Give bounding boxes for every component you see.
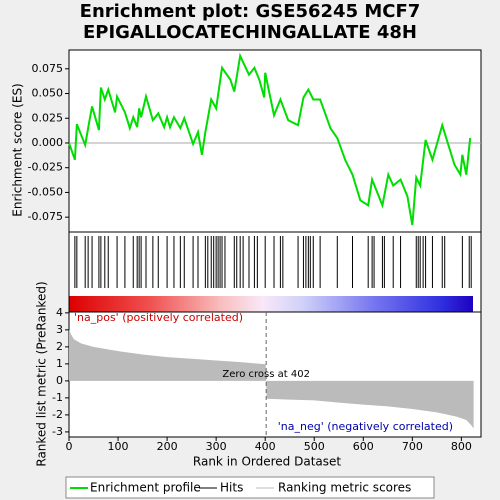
x-tick-label: 700 xyxy=(402,440,423,453)
zero-cross-label: Zero cross at 402 xyxy=(222,369,310,380)
x-tick-label: 600 xyxy=(353,440,374,453)
y-tick-label: -0.075 xyxy=(28,210,63,223)
pos-label: 'na_pos' (positively correlated) xyxy=(74,311,243,324)
y-tick-label: -2 xyxy=(52,408,63,421)
y-tick-label: 2 xyxy=(56,340,63,353)
y-tick-label: 0.000 xyxy=(32,136,64,149)
title-line: Enrichment plot: GSE56245 MCF7 xyxy=(80,1,421,22)
y-tick-label: 0.050 xyxy=(32,87,64,100)
y-tick-label: 4 xyxy=(56,306,63,319)
x-tick-label: 400 xyxy=(255,440,276,453)
y-tick-label: 3 xyxy=(56,323,63,336)
x-tick-label: 800 xyxy=(451,440,472,453)
y-axis-label: Ranked list metric (PreRanked) xyxy=(35,281,49,466)
x-tick-label: 0 xyxy=(66,440,73,453)
y-tick-label: -0.025 xyxy=(28,161,63,174)
x-tick-label: 100 xyxy=(108,440,129,453)
y-axis-label: Enrichment score (ES) xyxy=(11,83,25,216)
y-tick-label: 0.075 xyxy=(32,62,64,75)
legend-label: Enrichment profile xyxy=(90,481,201,495)
metric-area xyxy=(69,329,474,429)
heat-bar xyxy=(69,296,473,312)
neg-label: 'na_neg' (negatively correlated) xyxy=(278,420,453,433)
y-tick-label: -0.050 xyxy=(28,185,63,198)
x-tick-label: 200 xyxy=(157,440,178,453)
title-line: EPIGALLOCATECHINGALLATE 48H xyxy=(83,22,417,43)
legend-label: Ranking metric scores xyxy=(278,481,411,495)
legend-label: Hits xyxy=(220,481,243,495)
y-tick-label: 1 xyxy=(56,357,63,370)
y-tick-label: -3 xyxy=(52,425,63,438)
x-tick-label: 300 xyxy=(206,440,227,453)
y-tick-label: -1 xyxy=(52,391,63,404)
y-tick-label: 0.025 xyxy=(32,111,64,124)
x-tick-label: 500 xyxy=(304,440,325,453)
x-axis-label: Rank in Ordered Dataset xyxy=(193,455,341,469)
es-line xyxy=(68,52,472,226)
legend xyxy=(65,476,435,499)
y-tick-label: 0 xyxy=(56,374,63,387)
